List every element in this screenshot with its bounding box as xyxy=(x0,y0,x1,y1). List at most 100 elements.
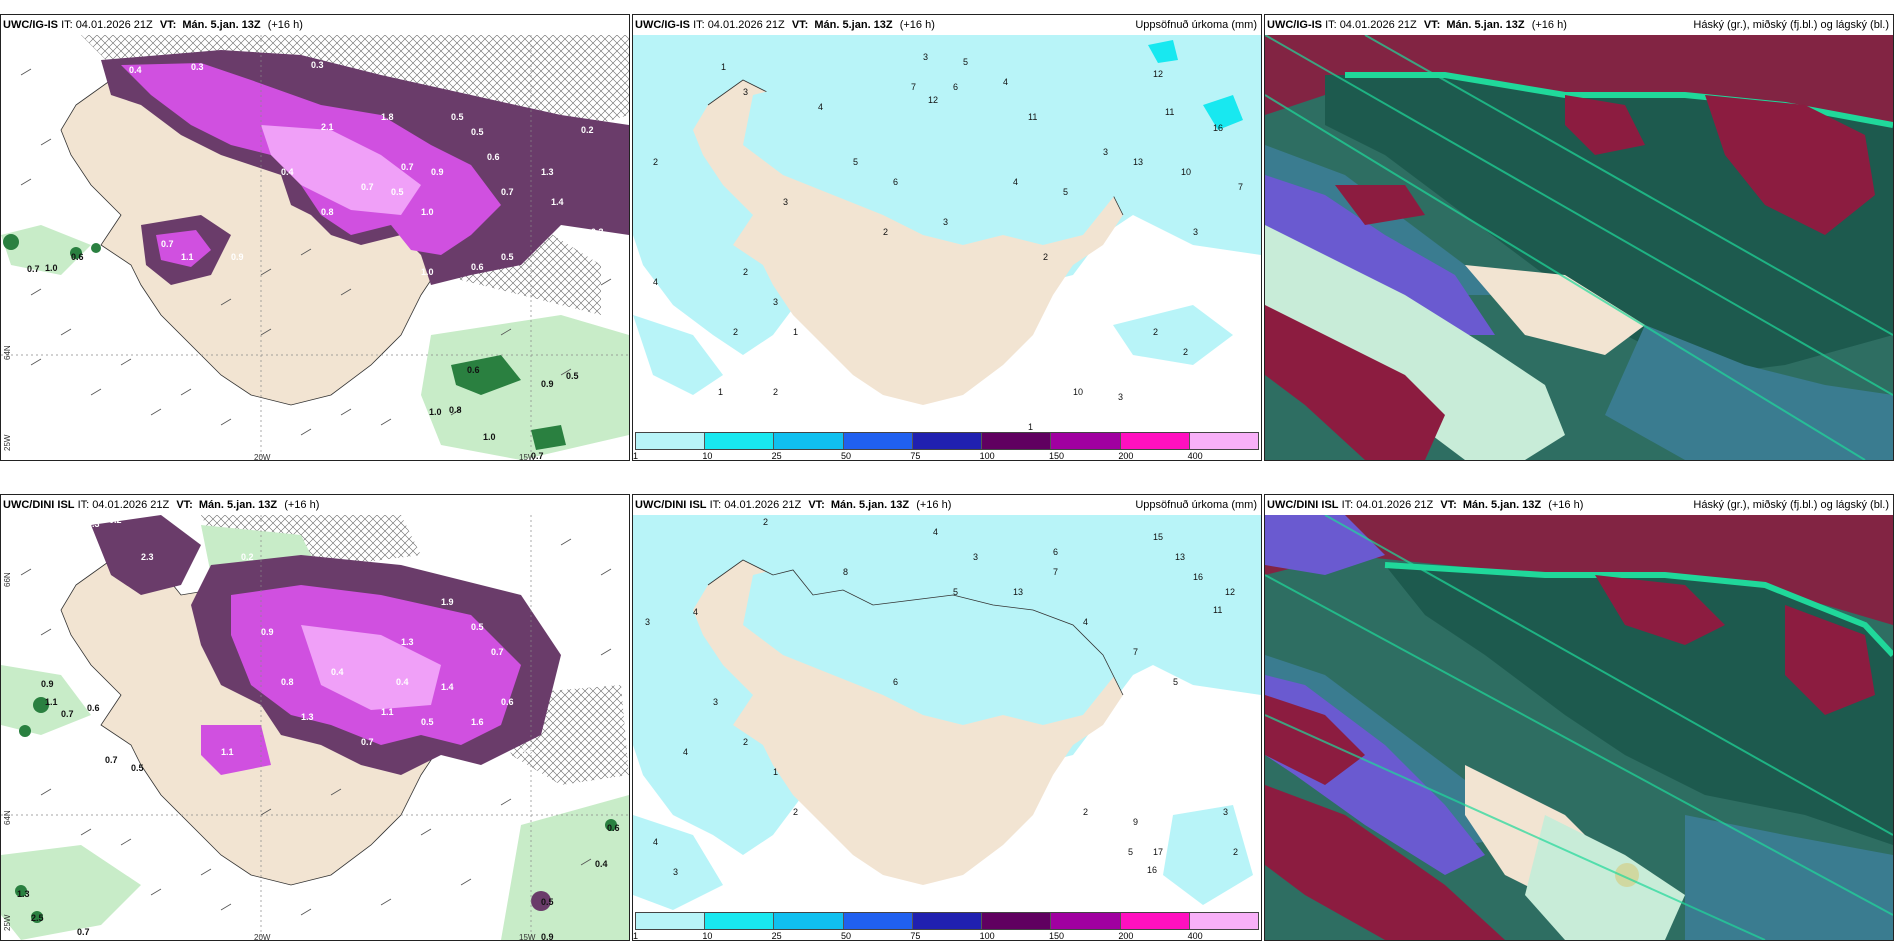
value-label: 0.3 xyxy=(591,227,604,237)
value-label: 3 xyxy=(743,87,748,97)
value-label: 3 xyxy=(1193,227,1198,237)
cloud-area xyxy=(1265,655,1525,845)
cloud-area xyxy=(1265,35,1893,135)
vt-label: VT: xyxy=(176,499,193,511)
value-label: 0.7 xyxy=(401,162,414,172)
value-label: 0.5 xyxy=(391,187,404,197)
value-label: 12 xyxy=(1153,69,1163,79)
snow-area xyxy=(301,625,441,710)
panel-bottom-right: UWC/DINI ISL IT: 04.01.2026 21Z VT: Mán. … xyxy=(1264,494,1894,941)
colorbar-swatches xyxy=(635,432,1259,450)
value-label: 3 xyxy=(673,867,678,877)
cloud-area xyxy=(1525,815,1685,940)
colorbar-tick-label: 200 xyxy=(1118,931,1134,941)
rain-area xyxy=(531,425,566,450)
lon-label: 15W xyxy=(519,453,536,461)
value-label: 5 xyxy=(1128,847,1133,857)
lon-label: 20W xyxy=(254,933,271,941)
lat-label: 64N xyxy=(3,345,12,360)
lat-label: 66N xyxy=(3,572,12,587)
cloud-area xyxy=(1705,95,1875,235)
lat-label: 64N xyxy=(3,810,12,825)
colorbar-swatch xyxy=(636,913,706,929)
value-label: 3 xyxy=(923,52,928,62)
colorbar-swatch xyxy=(982,913,1052,929)
value-label: 11 xyxy=(1213,605,1222,615)
value-label: 10 xyxy=(1181,167,1191,177)
panel-bottom-middle: UWC/DINI ISL IT: 04.01.2026 21Z VT: Mán. … xyxy=(632,494,1262,941)
legend-title: Uppsöfnuð úrkoma (mm) xyxy=(1135,499,1257,511)
value-label: 3 xyxy=(973,552,978,562)
vt-label: VT: xyxy=(1440,499,1457,511)
cloud-area xyxy=(1265,695,1365,785)
it-label: IT: xyxy=(709,499,722,511)
colorbar-labels: 1 10 25 50 75 100 150 200 400 xyxy=(633,931,1259,941)
value-label: 4 xyxy=(653,837,658,847)
it-label: IT: xyxy=(693,19,705,31)
value-label: 16 xyxy=(1193,572,1203,582)
accumulated-precip-map: 1 3 4 3 5 7 12 6 4 11 2 3 5 6 4 5 3 12 1… xyxy=(633,35,1261,430)
colorbar-tick-label: 150 xyxy=(1049,931,1065,941)
value-label: 1.4 xyxy=(551,197,564,207)
value-label: 0.5 xyxy=(421,717,434,727)
value-label: 0.4 xyxy=(396,677,409,687)
colorbar-swatch xyxy=(1189,913,1258,929)
value-label: 4 xyxy=(818,102,823,112)
model-name: UWC/IG-IS xyxy=(635,19,690,31)
model-name: UWC/IG-IS xyxy=(3,19,58,31)
value-label: 0.3 xyxy=(311,60,324,70)
value-label: 11 xyxy=(1165,107,1174,117)
value-label: 0.6 xyxy=(487,152,500,162)
init-time: 04.01.2026 21Z xyxy=(707,19,785,31)
colorbar-labels: 1 10 25 50 75 100 150 200 400 xyxy=(633,451,1259,461)
cloud-area xyxy=(1265,175,1495,335)
value-label: 0.5 xyxy=(566,371,579,381)
precip-labels: 1 3 4 3 5 7 12 6 4 11 2 3 5 6 4 5 3 12 1… xyxy=(653,52,1243,430)
value-label: 1.1 xyxy=(181,252,194,262)
value-label: 16 xyxy=(1213,123,1223,133)
rain-labels: 0.7 1.0 0.6 0.5 0.6 1.0 0.8 1.0 0.9 0.7 xyxy=(27,252,579,460)
value-label: 13 xyxy=(1013,587,1023,597)
cloud-area xyxy=(1265,785,1505,940)
colorbar-swatch xyxy=(1051,913,1121,929)
cloud-area xyxy=(1265,515,1893,625)
value-label: 3 xyxy=(645,617,650,627)
valid-time: Mán. 5.jan. 13Z xyxy=(814,19,893,31)
value-label: 0.7 xyxy=(361,737,374,747)
vt-label: VT: xyxy=(1423,19,1441,31)
colorbar-tick-label: 50 xyxy=(841,451,852,461)
value-label: 15 xyxy=(1153,532,1163,542)
forecast-step: (+16 h) xyxy=(284,499,320,511)
colorbar-swatch xyxy=(1051,433,1121,449)
value-label: 5 xyxy=(953,587,958,597)
colorbar-tick-label: 1 xyxy=(633,451,639,461)
lon-label: 25W xyxy=(3,914,12,931)
value-label: 0.5 xyxy=(541,897,554,907)
value-label: 4 xyxy=(693,607,698,617)
value-label: 3 xyxy=(713,697,718,707)
legend-title: Uppsöfnuð úrkoma (mm) xyxy=(1135,19,1257,31)
value-label: 5 xyxy=(1173,677,1178,687)
value-label: 1.0 xyxy=(45,263,58,273)
value-label: 1.0 xyxy=(429,407,442,417)
colorbar-swatch xyxy=(843,913,913,929)
value-label: 0.6 xyxy=(87,703,100,713)
cloud-area xyxy=(1605,325,1893,460)
snow-area xyxy=(201,725,271,775)
forecast-step: (+16 h) xyxy=(899,19,935,31)
panel-header: UWC/DINI ISL IT: 04.01.2026 21Z VT: Mán. … xyxy=(633,495,1261,515)
vt-label: VT: xyxy=(159,19,177,31)
init-time: 04.01.2026 21Z xyxy=(1339,19,1417,31)
value-label: 1 xyxy=(793,327,798,337)
value-label: 1.3 xyxy=(541,167,554,177)
colorbar-swatch xyxy=(1120,913,1190,929)
value-label: 0.7 xyxy=(61,709,74,719)
vt-label: VT: xyxy=(791,19,809,31)
value-label: 9 xyxy=(1133,817,1138,827)
it-label: IT: xyxy=(77,499,90,511)
panel-top-left: UWC/IG-IS IT: 04.01.2026 21Z VT: Mán. 5.j… xyxy=(0,14,630,461)
forecast-step: (+16 h) xyxy=(267,19,303,31)
colorbar-swatch xyxy=(774,913,844,929)
value-label: 2 xyxy=(743,267,748,277)
value-label: 0.6 xyxy=(607,823,620,833)
